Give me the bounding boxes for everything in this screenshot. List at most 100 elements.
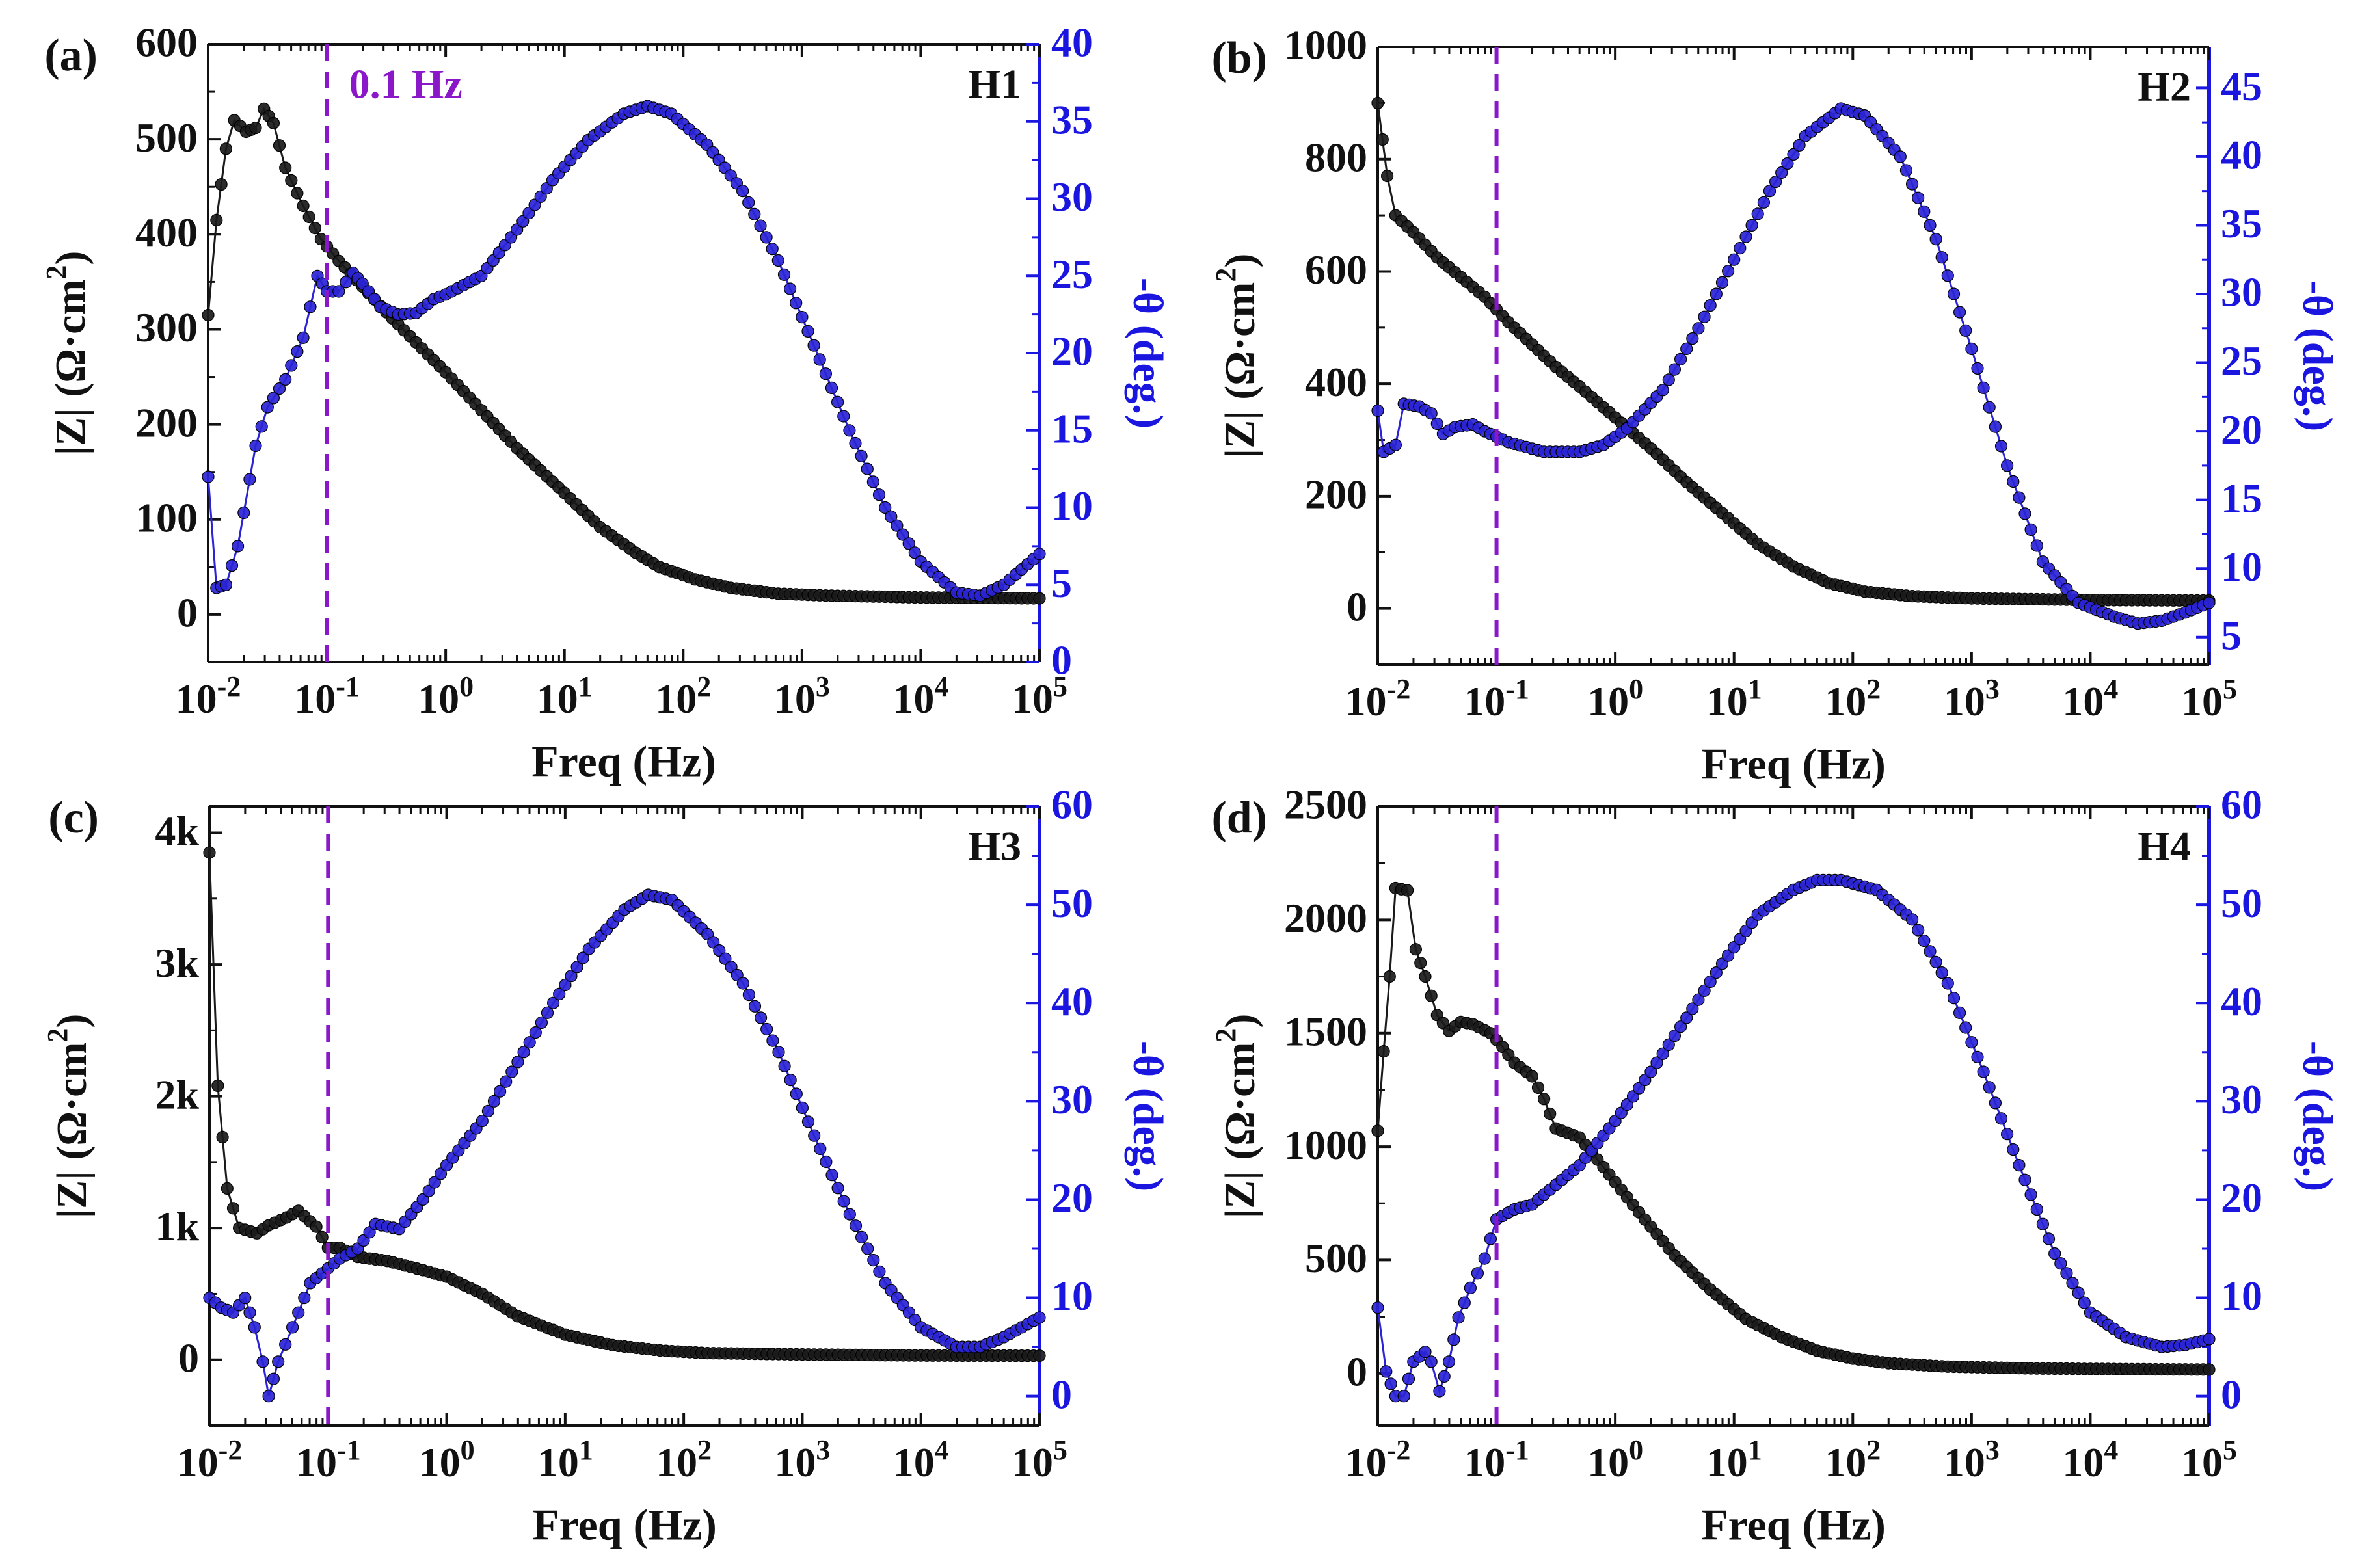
phase-point xyxy=(1402,1372,1415,1385)
y-left-tick-label: 800 xyxy=(1305,134,1367,180)
y-right-tick-label: 40 xyxy=(1051,20,1093,66)
phase-point xyxy=(428,1176,441,1189)
impedance-point xyxy=(285,174,298,187)
phase-point xyxy=(1918,205,1931,218)
phase-point xyxy=(820,1155,833,1169)
y-right-tick-label: 10 xyxy=(2221,544,2262,590)
impedance-point xyxy=(226,1202,240,1215)
impedance-point xyxy=(221,1182,234,1195)
phase-point xyxy=(1033,548,1046,561)
phase-point xyxy=(546,996,560,1009)
phase-point xyxy=(825,1169,838,1182)
phase-point xyxy=(736,185,749,198)
phase-point xyxy=(279,373,292,386)
phase-point xyxy=(790,1087,803,1100)
impedance-point xyxy=(291,187,304,200)
x-tick-label: 105 xyxy=(1012,671,1067,722)
phase-point xyxy=(2030,539,2043,552)
phase-point xyxy=(2013,491,2026,504)
phase-point xyxy=(1484,1232,1497,1245)
phase-point xyxy=(243,1306,256,1319)
phase-point xyxy=(885,510,898,524)
phase-point xyxy=(1686,1002,1699,1015)
y-right-tick-label: 45 xyxy=(2221,63,2262,109)
y-right-tick-label: 25 xyxy=(2221,338,2262,384)
phase-point xyxy=(766,1034,779,1047)
y-right-tick-label: 35 xyxy=(1051,96,1093,142)
phase-point xyxy=(232,540,245,553)
x-tick-label: 103 xyxy=(774,1434,830,1485)
phase-point xyxy=(291,345,304,358)
phase-point xyxy=(1751,207,1764,220)
phase-point xyxy=(255,420,268,433)
x-tick-label: 103 xyxy=(774,671,830,722)
y-left-tick-label: 4k xyxy=(155,808,199,854)
y-left-tick-label: 200 xyxy=(135,399,198,445)
phase-point xyxy=(1686,332,1699,345)
impedance-point xyxy=(1033,592,1046,605)
y-right-tick-label: 40 xyxy=(2221,978,2262,1024)
phase-point xyxy=(565,970,578,983)
phase-point xyxy=(2036,1217,2049,1230)
x-tick-label: 102 xyxy=(656,1434,712,1485)
impedance-point xyxy=(1383,970,1396,983)
phase-point xyxy=(867,1253,880,1267)
phase-point xyxy=(1438,1370,1451,1383)
impedance-point xyxy=(1401,884,1414,897)
phase-point xyxy=(1994,440,2008,453)
y-left-axis-title: |Z| (Ω·cm2) xyxy=(40,251,94,456)
phase-point xyxy=(766,243,779,256)
phase-point xyxy=(505,1065,518,1078)
phase-point xyxy=(1680,342,1693,356)
phase-point xyxy=(855,449,868,462)
y-right-tick-label: 0 xyxy=(2221,1371,2242,1417)
phase-point xyxy=(2203,1333,2216,1346)
x-tick-label: 101 xyxy=(537,1434,593,1485)
x-tick-label: 104 xyxy=(2062,1434,2118,1485)
x-tick-label: 10-2 xyxy=(1345,673,1411,724)
impedance-point xyxy=(2203,1363,2216,1376)
x-tick-label: 101 xyxy=(1706,1434,1762,1485)
y-right-tick-label: 30 xyxy=(1051,1076,1093,1123)
impedance-point xyxy=(1525,1070,1538,1083)
x-tick-label: 105 xyxy=(1012,1434,1067,1485)
x-axis-title: Freq (Hz) xyxy=(531,737,716,786)
phase-point xyxy=(754,219,767,232)
phase-point xyxy=(553,987,566,1001)
y-right-tick-label: 20 xyxy=(1051,328,1093,375)
phase-point xyxy=(760,231,773,244)
phase-point xyxy=(1912,191,1925,204)
phase-point xyxy=(1947,992,1961,1005)
x-tick-label: 103 xyxy=(1944,1434,2000,1485)
phase-point xyxy=(262,1390,275,1403)
impedance-point xyxy=(279,161,292,174)
phase-point xyxy=(202,470,215,483)
phase-point xyxy=(902,537,915,550)
phase-point xyxy=(1674,352,1687,365)
phase-point xyxy=(891,519,904,532)
phase-point xyxy=(2066,1277,2079,1290)
phase-point xyxy=(908,546,921,559)
impedance-point xyxy=(1538,1093,1551,1106)
sample-label: H2 xyxy=(2138,64,2191,110)
x-tick-label: 102 xyxy=(1825,1434,1881,1485)
y-left-tick-label: 2000 xyxy=(1284,895,1367,941)
phase-point xyxy=(772,1046,785,1059)
phase-point xyxy=(837,1195,850,1208)
phase-point xyxy=(1692,322,1705,335)
phase-point xyxy=(529,1026,542,1039)
phase-point xyxy=(1380,1365,1393,1378)
phase-point xyxy=(777,268,791,281)
phase-point xyxy=(1989,420,2002,433)
x-tick-label: 10-1 xyxy=(1464,1434,1529,1485)
impedance-point xyxy=(315,1230,329,1243)
y-left-tick-label: 3k xyxy=(155,940,199,986)
sample-label: H4 xyxy=(2138,823,2191,870)
phase-point xyxy=(1971,1050,1984,1063)
y-right-tick-label: 20 xyxy=(2221,406,2262,453)
y-left-tick-label: 1000 xyxy=(1284,22,1367,68)
y-right-tick-label: 10 xyxy=(1051,483,1093,529)
phase-point xyxy=(1662,1038,1675,1052)
phase-point xyxy=(2048,1247,2061,1260)
phase-point xyxy=(267,1372,280,1385)
